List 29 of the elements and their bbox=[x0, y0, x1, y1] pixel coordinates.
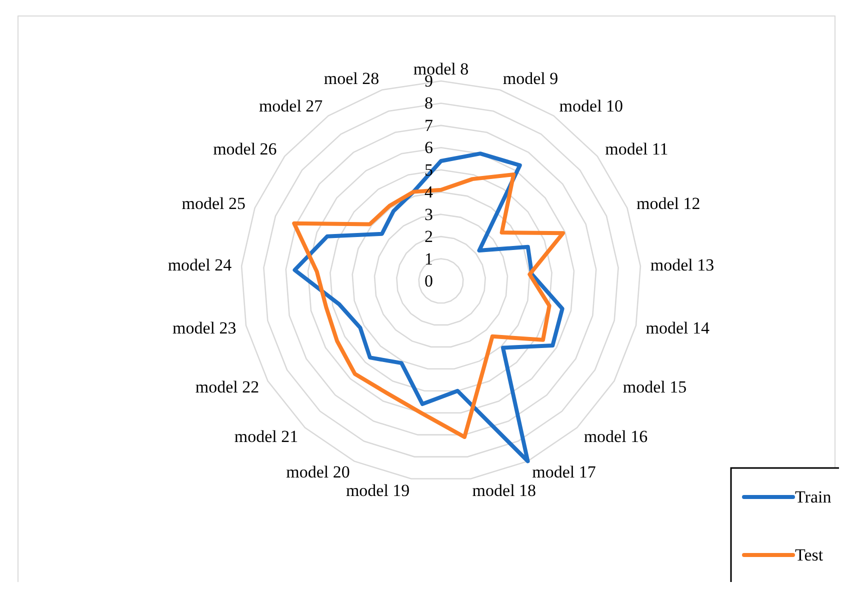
legend-label: Test bbox=[795, 546, 824, 564]
spoke-label: model 27 bbox=[258, 96, 324, 116]
y-tick-label: 7 bbox=[424, 116, 434, 135]
y-tick-label: 2 bbox=[424, 227, 433, 246]
spoke-label: model 21 bbox=[234, 426, 298, 446]
spoke-label: model 23 bbox=[172, 318, 236, 338]
spoke-label: model 9 bbox=[502, 68, 558, 88]
legend-label: Train bbox=[795, 488, 832, 506]
y-tick-label: 8 bbox=[424, 94, 433, 113]
y-tick-label: 3 bbox=[424, 204, 433, 224]
spoke-label: model 22 bbox=[195, 378, 260, 396]
spoke-label: model 11 bbox=[605, 139, 668, 158]
spoke-label: model 17 bbox=[532, 462, 596, 482]
spoke-label: model 26 bbox=[213, 139, 277, 158]
spoke-label: model 25 bbox=[182, 194, 246, 214]
spoke-label: model 19 bbox=[346, 481, 410, 500]
spoke-label: model 13 bbox=[650, 256, 714, 275]
spoke-label: model 20 bbox=[286, 462, 350, 482]
spoke-label: moel 28 bbox=[324, 68, 380, 88]
y-tick-label: 0 bbox=[424, 272, 433, 290]
y-tick-label: 6 bbox=[424, 138, 433, 158]
spoke-label: model 18 bbox=[472, 481, 536, 500]
spoke-label: model 12 bbox=[636, 194, 700, 214]
spoke-label: model 10 bbox=[559, 96, 624, 116]
y-tick-label: 1 bbox=[424, 249, 433, 268]
spoke-label: model 14 bbox=[646, 318, 710, 338]
spoke-label: model 24 bbox=[168, 256, 232, 275]
spoke-label: model 15 bbox=[622, 378, 687, 396]
spoke-label: model 16 bbox=[584, 426, 648, 446]
